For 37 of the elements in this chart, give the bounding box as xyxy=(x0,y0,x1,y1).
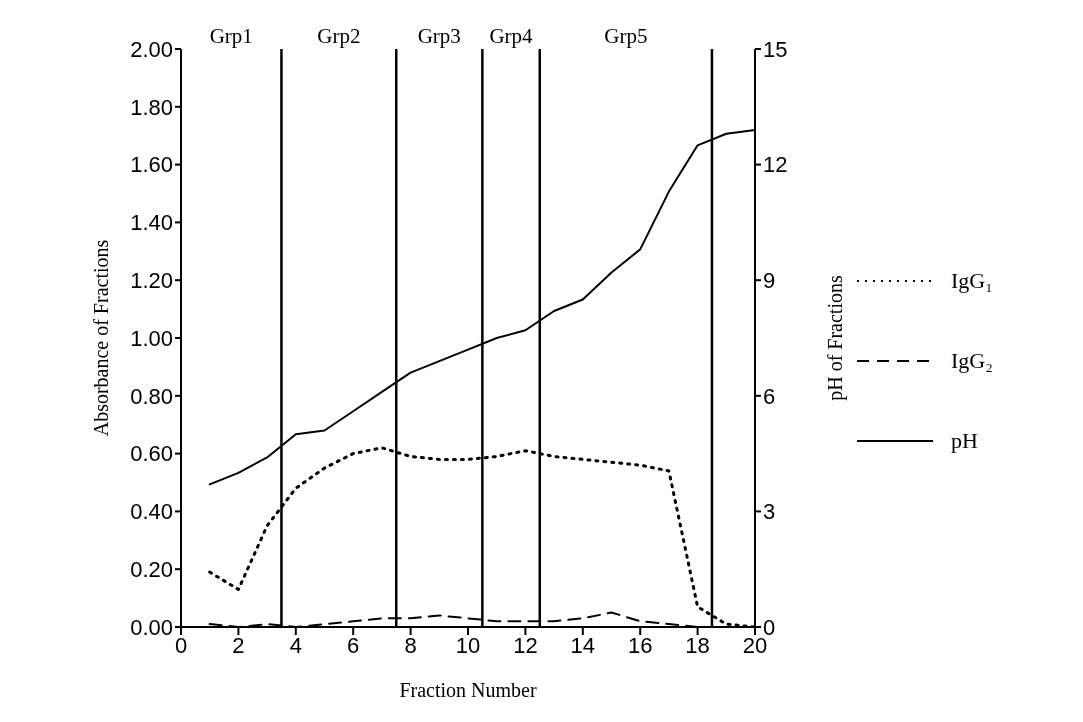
x-tick-label: 12 xyxy=(513,632,538,658)
x-tick-label: 8 xyxy=(404,632,417,658)
y2-tick-label: 12 xyxy=(763,152,788,178)
text: Grp5 xyxy=(604,24,648,48)
legend-label: IgG₁ xyxy=(951,268,993,294)
legend-label: IgG₂ xyxy=(951,348,993,374)
y-tick-label: 1.40 xyxy=(130,210,173,236)
x-tick-label: 0 xyxy=(174,632,188,658)
y-tick-label: 0.20 xyxy=(130,557,173,583)
x-tick-label: 6 xyxy=(347,632,360,658)
text: Grp3 xyxy=(417,24,461,48)
y-tick-label: 1.80 xyxy=(130,94,173,120)
x-tick-label: 4 xyxy=(289,632,302,658)
y2-tick-label: 6 xyxy=(763,383,776,409)
y2-axis-title: pH of Fractions xyxy=(824,275,848,401)
text: Grp1 xyxy=(209,24,253,48)
y2-tick-label: 15 xyxy=(763,36,788,62)
y-tick-label: 0.00 xyxy=(130,614,173,640)
y-tick-label: 1.00 xyxy=(130,325,173,351)
x-axis-title: Fraction Number xyxy=(399,679,537,701)
y-tick-label: 0.40 xyxy=(130,499,173,525)
y-axis-title: Absorbance of Fractions xyxy=(90,239,113,437)
y2-tick-label: 3 xyxy=(763,499,776,525)
text: Grp2 xyxy=(317,24,361,48)
y-tick-label: 1.20 xyxy=(130,268,173,294)
x-tick-label: 18 xyxy=(685,632,710,658)
legend-label: pH xyxy=(951,428,978,454)
y-tick-label: 0.80 xyxy=(130,383,173,409)
y-tick-label: 1.60 xyxy=(130,152,173,178)
x-tick-label: 16 xyxy=(627,632,653,658)
x-tick-label: 10 xyxy=(455,632,481,658)
y-tick-label: 0.60 xyxy=(130,441,173,467)
y-tick-label: 2.00 xyxy=(130,36,173,62)
y2-tick-label: 9 xyxy=(763,268,776,294)
x-tick-label: 2 xyxy=(232,632,245,658)
text: Grp4 xyxy=(489,24,534,48)
x-tick-label: 14 xyxy=(570,632,596,658)
